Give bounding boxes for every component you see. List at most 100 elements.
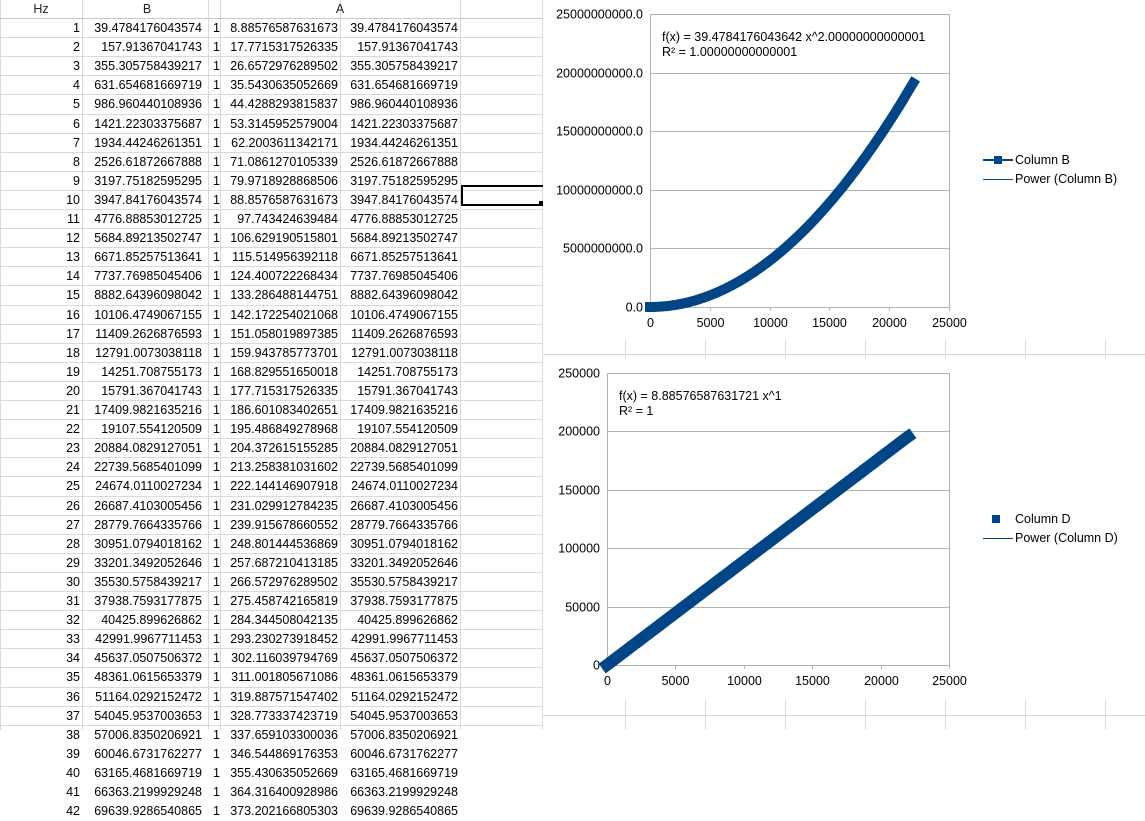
cell-d[interactable]: 177.715317526335 [230,384,338,398]
cell-b[interactable]: 45637.0507506372 [94,651,202,665]
cell-b[interactable]: 2526.61872667888 [94,155,202,169]
cell-a[interactable]: 3947.84176043574 [350,193,458,207]
cell-a[interactable]: 24674.0110027234 [351,479,458,493]
cell-a[interactable]: 631.654681669719 [350,78,458,92]
cell-a[interactable]: 157.91367041743 [357,40,458,54]
cell-d[interactable]: 373.202166805303 [230,804,338,818]
cell-d[interactable]: 364.316400928986 [230,785,338,799]
cell-c[interactable]: 1 [213,709,220,723]
cell-a[interactable]: 45637.0507506372 [350,651,458,665]
cell-c[interactable]: 1 [213,78,220,92]
row-number[interactable]: 10 [66,193,80,207]
cell-b[interactable]: 8882.64396098042 [94,288,202,302]
cell-c[interactable]: 1 [213,556,220,570]
cell-b[interactable]: 14251.708755173 [101,365,202,379]
chart-linear[interactable]: 0 50000 100000 150000 200000 250000 0 5000 10000… [543,358,1145,700]
cell-d[interactable]: 239.915678660552 [230,518,338,532]
cell-b[interactable]: 69639.9286540865 [94,804,202,818]
cell-d[interactable]: 266.572976289502 [230,575,338,589]
column-header-hz[interactable]: Hz [33,2,49,16]
cell-a[interactable]: 19107.554120509 [357,422,458,436]
row-number[interactable]: 8 [73,155,80,169]
row-number[interactable]: 3 [73,59,80,73]
cell-c[interactable]: 1 [213,537,220,551]
cell-a[interactable]: 1421.22303375687 [350,117,458,131]
cell-c[interactable]: 1 [213,212,220,226]
cell-c[interactable]: 1 [213,747,220,761]
cell-d[interactable]: 17.7715317526335 [230,40,338,54]
cell-c[interactable]: 1 [213,575,220,589]
cell-c[interactable]: 1 [213,785,220,799]
cell-d[interactable]: 97.743424639484 [237,212,338,226]
cell-d[interactable]: 248.801444536869 [230,537,338,551]
row-number[interactable]: 26 [66,499,80,513]
cell-b[interactable]: 20884.0829127051 [94,441,202,455]
cell-a[interactable]: 39.4784176043574 [350,21,458,35]
cell-b[interactable]: 42991.9967711453 [95,632,202,646]
cell-a[interactable]: 14251.708755173 [357,365,458,379]
row-number[interactable]: 20 [66,384,80,398]
cell-d[interactable]: 328.773337423719 [230,709,338,723]
cell-a[interactable]: 8882.64396098042 [350,288,458,302]
selected-cell[interactable] [461,185,545,206]
cell-b[interactable]: 11409.2626876593 [95,327,202,341]
cell-a[interactable]: 69639.9286540865 [350,804,458,818]
cell-a[interactable]: 48361.0615653379 [350,670,458,684]
cell-b[interactable]: 28779.7664335766 [94,518,202,532]
cell-a[interactable]: 42991.9967711453 [351,632,458,646]
cell-c[interactable]: 1 [213,518,220,532]
cell-d[interactable]: 44.4288293815837 [230,97,338,111]
row-number[interactable]: 36 [66,690,80,704]
cell-a[interactable]: 7737.76985045406 [350,269,458,283]
row-number[interactable]: 34 [66,651,80,665]
cell-c[interactable]: 1 [213,308,220,322]
cell-c[interactable]: 1 [213,269,220,283]
cell-c[interactable]: 1 [213,499,220,513]
cell-b[interactable]: 57006.8350206921 [94,728,202,742]
row-number[interactable]: 17 [66,327,80,341]
cell-d[interactable]: 355.430635052669 [230,766,338,780]
cell-b[interactable]: 5684.89213502747 [94,231,202,245]
cell-b[interactable]: 6671.85257513641 [94,250,202,264]
cell-d[interactable]: 88.8576587631673 [230,193,338,207]
cell-b[interactable]: 631.654681669719 [94,78,202,92]
cell-a[interactable]: 35530.5758439217 [350,575,458,589]
cell-a[interactable]: 3197.75182595295 [350,174,458,188]
cell-c[interactable]: 1 [213,632,220,646]
cell-c[interactable]: 1 [213,288,220,302]
cell-d[interactable]: 346.544869176353 [230,747,338,761]
row-number[interactable]: 39 [66,747,80,761]
cell-d[interactable]: 115.514956392118 [232,250,338,264]
cell-b[interactable]: 22739.5685401099 [94,460,202,474]
cell-c[interactable]: 1 [213,422,220,436]
cell-c[interactable]: 1 [213,690,220,704]
row-number[interactable]: 24 [66,460,80,474]
cell-b[interactable]: 4776.88853012725 [94,212,202,226]
row-number[interactable]: 12 [66,231,80,245]
row-number[interactable]: 41 [66,785,80,799]
cell-d[interactable]: 71.0861270105339 [230,155,338,169]
cell-a[interactable]: 2526.61872667888 [350,155,458,169]
cell-d[interactable]: 204.372615155285 [230,441,338,455]
cell-a[interactable]: 40425.899626862 [357,613,458,627]
cell-b[interactable]: 19107.554120509 [101,422,202,436]
column-header-a[interactable]: A [335,2,345,16]
cell-b[interactable]: 54045.9537003653 [94,709,202,723]
row-number[interactable]: 25 [66,479,80,493]
cell-a[interactable]: 54045.9537003653 [350,709,458,723]
cell-d[interactable]: 311.001805671086 [231,670,338,684]
column-header-b[interactable]: B [142,2,152,16]
cell-b[interactable]: 35530.5758439217 [94,575,202,589]
cell-c[interactable]: 1 [213,613,220,627]
row-number[interactable]: 35 [66,670,80,684]
cell-a[interactable]: 4776.88853012725 [350,212,458,226]
cell-d[interactable]: 168.829551650018 [230,365,338,379]
cell-d[interactable]: 231.029912784235 [230,499,338,513]
cell-b[interactable]: 60046.6731762277 [94,747,202,761]
cell-d[interactable]: 302.116039794769 [231,651,338,665]
cell-b[interactable]: 48361.0615653379 [94,670,202,684]
cell-b[interactable]: 1934.44246261351 [94,136,202,150]
cell-b[interactable]: 63165.4681669719 [94,766,202,780]
cell-c[interactable]: 1 [213,250,220,264]
cell-a[interactable]: 15791.367041743 [357,384,458,398]
